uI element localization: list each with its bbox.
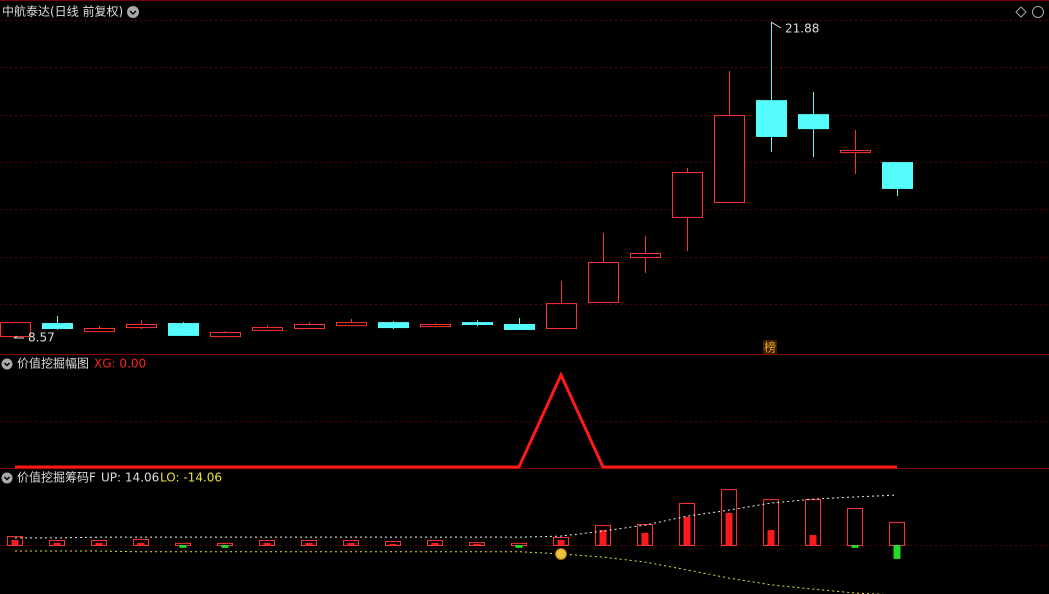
panel-legend: LO: -14.06 <box>160 471 222 485</box>
close-button[interactable] <box>1032 6 1044 18</box>
chip-box <box>889 521 905 546</box>
chip-bar <box>515 545 523 548</box>
chip-box <box>847 508 863 547</box>
chip-bar <box>893 545 901 559</box>
chip-bar <box>263 542 271 545</box>
candle-body <box>462 322 493 325</box>
candle-body <box>210 332 241 338</box>
chip-box <box>49 540 65 547</box>
chip-bar <box>473 543 481 545</box>
chip-bar <box>11 540 19 545</box>
candle-body <box>168 323 199 336</box>
candle-body <box>0 322 31 338</box>
chip-bar <box>725 512 733 545</box>
candle-body <box>126 323 157 329</box>
chip-box <box>469 542 485 546</box>
chip-box <box>343 540 359 547</box>
candle-body <box>84 328 115 333</box>
money-bag-icon <box>555 548 567 560</box>
chip-box <box>133 538 149 546</box>
candle-body <box>336 322 367 327</box>
chip-box <box>301 540 317 547</box>
candle-body <box>798 114 829 130</box>
chip-bar <box>557 540 565 545</box>
chip-box <box>637 524 653 547</box>
pointer <box>770 21 782 29</box>
chip-box <box>91 540 107 547</box>
chip-bar <box>431 542 439 545</box>
chip-bar <box>53 542 61 545</box>
chip-box <box>7 536 23 547</box>
panel-legend: XG: 0.00 <box>94 357 146 371</box>
candle-body <box>546 303 577 330</box>
candle-body <box>294 323 325 330</box>
candle-body <box>840 149 871 154</box>
chip-bar <box>851 545 859 548</box>
candle-body <box>672 172 703 218</box>
panel-toggle[interactable] <box>1 358 13 370</box>
panel-title: 价值挖掘筹码F <box>17 470 96 485</box>
chip-bar <box>137 542 145 545</box>
chip-box <box>595 525 611 546</box>
diamond-button[interactable] <box>1015 6 1027 18</box>
high-label: 21.88 <box>785 22 819 36</box>
chip-bar <box>767 530 775 545</box>
pointer <box>13 335 24 339</box>
candle-body <box>252 327 283 331</box>
frame <box>0 0 1049 469</box>
chip-bar <box>179 545 187 548</box>
chip-bar <box>641 532 649 545</box>
chip-box <box>553 536 569 547</box>
badge: 榜 <box>764 340 776 355</box>
candle-body <box>714 115 745 203</box>
candle-body <box>42 323 73 330</box>
stock-title: 中航泰达(日线 前复权) <box>2 4 123 19</box>
chip-box <box>385 541 401 547</box>
chip-bar <box>221 545 229 548</box>
signal-line <box>15 371 897 469</box>
menu-toggle[interactable] <box>127 6 139 18</box>
chip-bar <box>347 542 355 545</box>
chip-box <box>721 489 737 546</box>
candle-body <box>588 262 619 303</box>
badge-bg <box>763 340 777 354</box>
chip-bar <box>683 516 691 545</box>
candle-body <box>630 253 661 259</box>
chip-bar <box>389 543 397 545</box>
chip-box <box>427 540 443 547</box>
candle-body <box>378 322 409 329</box>
panel-title: 价值挖掘幅图 <box>17 356 89 371</box>
lo-line <box>15 550 887 594</box>
panel-legend: UP: 14.06 <box>101 471 159 485</box>
chip-bar <box>809 535 817 545</box>
chip-bar <box>95 542 103 545</box>
candle-body <box>504 323 535 330</box>
chip-box <box>679 503 695 547</box>
candle-body <box>420 323 451 328</box>
up-line <box>15 494 898 539</box>
chip-bar <box>305 542 313 545</box>
low-label: 8.57 <box>28 331 55 345</box>
chip-box <box>259 540 275 547</box>
chip-bar <box>599 530 607 545</box>
panel-toggle[interactable] <box>1 472 13 484</box>
candle-body <box>882 162 913 189</box>
chip-box <box>763 499 779 547</box>
candle-body <box>756 100 787 137</box>
